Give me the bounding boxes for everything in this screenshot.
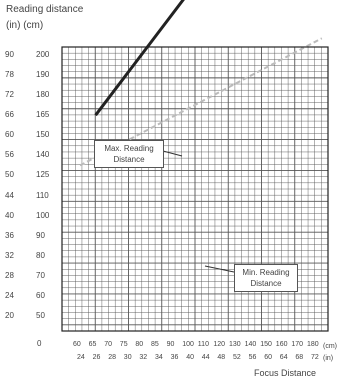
x-axis-title: Focus Distance bbox=[254, 368, 317, 378]
y-tick-label-cm: 125 bbox=[36, 170, 50, 180]
x-tick-label-cm: 60 bbox=[73, 341, 81, 348]
x-tick-label-in: 64 bbox=[279, 354, 288, 361]
plot-border bbox=[61, 46, 329, 332]
x-tick-label-cm: 120 bbox=[213, 341, 226, 348]
x-tick-label-cm: 70 bbox=[104, 341, 112, 348]
x-tick-label-in: 24 bbox=[77, 354, 85, 361]
y-tick-label-in: 72 bbox=[5, 90, 14, 100]
y-tick-label-cm: 165 bbox=[36, 110, 50, 120]
y-tick-label-in: 24 bbox=[5, 290, 14, 300]
x-tick-label-in: 30 bbox=[123, 354, 132, 361]
annotation-max-reading: Max. Reading Distance bbox=[94, 140, 164, 168]
x-tick-label-in: 34 bbox=[155, 354, 163, 361]
y-tick-label-cm: 80 bbox=[36, 250, 45, 260]
y-tick-label-cm: 90 bbox=[36, 230, 45, 240]
x-tick-label-in: 68 bbox=[295, 354, 304, 361]
annotation-leader bbox=[162, 150, 183, 157]
x-tick-label-in: 48 bbox=[217, 354, 226, 361]
x-tick-label-cm: 110 bbox=[197, 341, 209, 348]
x-tick-label-cm: 150 bbox=[260, 341, 272, 348]
x-tick-label-in: 36 bbox=[170, 354, 179, 361]
y-tick-label-in: 56 bbox=[5, 150, 14, 160]
series-line-max bbox=[94, 0, 185, 117]
y-tick-label-cm: 110 bbox=[36, 190, 49, 200]
x-axis-units-cm: (cm) bbox=[323, 343, 337, 350]
x-tick-label-cm: 140 bbox=[244, 341, 257, 348]
y-tick-label-in: 44 bbox=[5, 190, 14, 200]
x-tick-label-cm: 130 bbox=[229, 341, 241, 348]
y-tick-label-in: 78 bbox=[5, 70, 14, 80]
y-tick-label-in: 40 bbox=[5, 210, 14, 220]
x-tick-label-cm: 100 bbox=[182, 341, 194, 348]
y-tick-label-in: 50 bbox=[5, 170, 14, 180]
y-axis-title: Reading distance bbox=[6, 4, 84, 15]
x-tick-label-in: 60 bbox=[264, 354, 272, 361]
y-origin-label: 0 bbox=[37, 339, 42, 348]
x-tick-label-in: 44 bbox=[201, 354, 210, 361]
annotation-min-reading: Min. Reading Distance bbox=[234, 264, 298, 292]
y-tick-label-in: 90 bbox=[5, 50, 14, 59]
y-tick-label-cm: 190 bbox=[36, 70, 50, 80]
y-tick-label-in: 28 bbox=[5, 270, 14, 280]
x-tick-label-in: 52 bbox=[233, 354, 241, 361]
y-tick-label-in: 66 bbox=[5, 110, 14, 120]
y-axis-units: (in) (cm) bbox=[6, 20, 44, 31]
y-tick-label-cm: 100 bbox=[36, 210, 50, 220]
y-tick-label-cm: 50 bbox=[36, 311, 45, 320]
y-tick-label-in: 32 bbox=[5, 250, 14, 260]
y-tick-label-cm: 140 bbox=[36, 150, 50, 160]
x-tick-label-cm: 170 bbox=[291, 341, 304, 348]
x-tick-label-cm: 180 bbox=[307, 341, 319, 348]
grid bbox=[62, 47, 328, 331]
annotation-leader bbox=[204, 265, 235, 273]
x-tick-label-cm: 80 bbox=[135, 341, 144, 348]
x-tick-label-in: 28 bbox=[108, 354, 116, 361]
y-tick-label-cm: 150 bbox=[36, 130, 50, 140]
x-tick-label-cm: 160 bbox=[275, 341, 288, 348]
x-tick-label-in: 26 bbox=[92, 354, 101, 361]
y-tick-label-in: 60 bbox=[5, 130, 14, 140]
y-tick-label-cm: 180 bbox=[36, 90, 50, 100]
y-tick-label-in: 20 bbox=[5, 311, 14, 320]
x-tick-label-in: 32 bbox=[139, 354, 148, 361]
x-axis-units-in: (in) bbox=[323, 355, 334, 362]
x-tick-label-cm: 65 bbox=[88, 341, 97, 348]
y-tick-label-in: 36 bbox=[5, 230, 14, 240]
y-tick-label-cm: 200 bbox=[36, 50, 50, 59]
series-line-min bbox=[79, 37, 323, 167]
x-tick-label-cm: 75 bbox=[119, 341, 128, 348]
y-tick-label-cm: 60 bbox=[36, 290, 45, 300]
x-tick-label-in: 40 bbox=[186, 354, 194, 361]
series-layer bbox=[79, 0, 323, 273]
y-tick-label-cm: 70 bbox=[36, 270, 45, 280]
x-tick-label-in: 56 bbox=[248, 354, 257, 361]
x-tick-label-cm: 85 bbox=[151, 341, 159, 348]
x-tick-label-cm: 90 bbox=[166, 341, 175, 348]
x-tick-label-in: 72 bbox=[311, 354, 319, 361]
